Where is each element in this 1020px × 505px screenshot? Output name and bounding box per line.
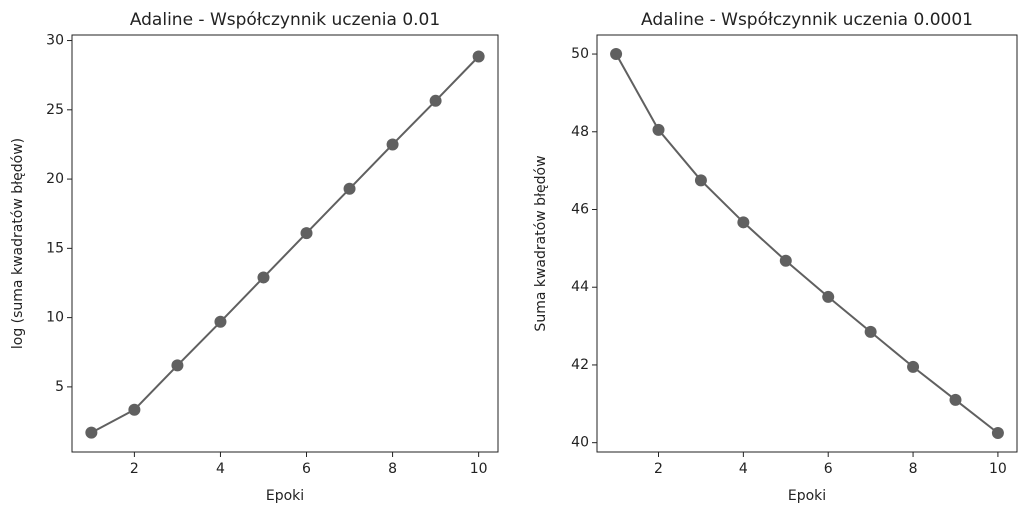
marker bbox=[652, 123, 665, 136]
marker bbox=[343, 182, 356, 195]
marker bbox=[907, 360, 920, 373]
y-tick-label: 50 bbox=[571, 46, 589, 62]
y-axis-label: log (suma kwadratów błędów) bbox=[10, 138, 26, 349]
marker bbox=[257, 271, 270, 284]
plot-frame bbox=[596, 34, 1018, 453]
line bbox=[90, 55, 480, 434]
chart-title: Adaline - Współczynnik uczenia 0.0001 bbox=[641, 10, 973, 30]
y-tick-label: 20 bbox=[46, 171, 64, 187]
x-axis-label: Epoki bbox=[788, 488, 826, 504]
y-tick-label: 40 bbox=[571, 435, 589, 451]
x-tick-label: 6 bbox=[824, 461, 833, 477]
y-tick-label: 42 bbox=[571, 357, 589, 373]
y-tick-label: 44 bbox=[571, 279, 589, 295]
marker bbox=[171, 359, 184, 372]
x-tick-label: 4 bbox=[739, 461, 748, 477]
marker bbox=[864, 325, 877, 338]
y-tick-label: 15 bbox=[46, 240, 64, 256]
line bbox=[615, 53, 999, 434]
x-tick-label: 4 bbox=[216, 461, 225, 477]
marker bbox=[85, 426, 98, 439]
y-tick-label: 46 bbox=[571, 201, 589, 217]
marker bbox=[991, 426, 1004, 439]
marker bbox=[779, 254, 792, 267]
y-tick-label: 5 bbox=[55, 379, 64, 395]
marker bbox=[610, 48, 623, 61]
x-tick-label: 10 bbox=[470, 461, 488, 477]
x-tick-label: 2 bbox=[654, 461, 663, 477]
y-tick-label: 25 bbox=[46, 102, 64, 118]
marker bbox=[822, 290, 835, 303]
marker bbox=[737, 216, 750, 229]
x-tick-label: 8 bbox=[909, 461, 918, 477]
y-tick-label: 48 bbox=[571, 124, 589, 140]
x-axis-label: Epoki bbox=[266, 488, 304, 504]
marker bbox=[214, 315, 227, 328]
x-tick-label: 6 bbox=[302, 461, 311, 477]
x-tick-label: 2 bbox=[130, 461, 139, 477]
marker bbox=[694, 174, 707, 187]
y-axis-label: Suma kwadratów błędów bbox=[533, 155, 549, 331]
y-tick-label: 10 bbox=[46, 310, 64, 326]
marker bbox=[386, 138, 399, 151]
marker bbox=[300, 227, 313, 240]
y-tick-label: 30 bbox=[46, 33, 64, 49]
marker bbox=[472, 50, 485, 63]
chart-title: Adaline - Współczynnik uczenia 0.01 bbox=[130, 10, 440, 30]
marker bbox=[949, 393, 962, 406]
x-tick-label: 10 bbox=[989, 461, 1007, 477]
marker bbox=[128, 403, 141, 416]
plot-frame bbox=[71, 34, 499, 453]
x-tick-label: 8 bbox=[388, 461, 397, 477]
marker bbox=[429, 94, 442, 107]
